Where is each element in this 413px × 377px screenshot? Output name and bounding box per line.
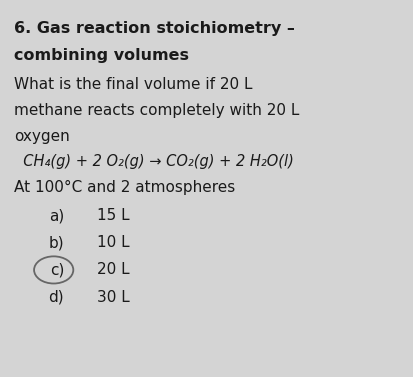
Text: oxygen: oxygen (14, 129, 70, 144)
Text: At 100°C and 2 atmospheres: At 100°C and 2 atmospheres (14, 180, 236, 195)
Text: 10 L: 10 L (97, 235, 130, 250)
Text: CH₄(g) + 2 O₂(g) → CO₂(g) + 2 H₂O(l): CH₄(g) + 2 O₂(g) → CO₂(g) + 2 H₂O(l) (14, 154, 294, 169)
Text: 30 L: 30 L (97, 290, 130, 305)
Text: What is the final volume if 20 L: What is the final volume if 20 L (14, 77, 253, 92)
Text: 15 L: 15 L (97, 208, 130, 223)
Text: combining volumes: combining volumes (14, 48, 190, 63)
Text: 6. Gas reaction stoichiometry –: 6. Gas reaction stoichiometry – (14, 21, 295, 36)
Text: 20 L: 20 L (97, 262, 130, 277)
Text: d): d) (48, 290, 64, 305)
Text: c): c) (50, 262, 64, 277)
Text: b): b) (48, 235, 64, 250)
Text: methane reacts completely with 20 L: methane reacts completely with 20 L (14, 103, 300, 118)
Text: a): a) (49, 208, 64, 223)
